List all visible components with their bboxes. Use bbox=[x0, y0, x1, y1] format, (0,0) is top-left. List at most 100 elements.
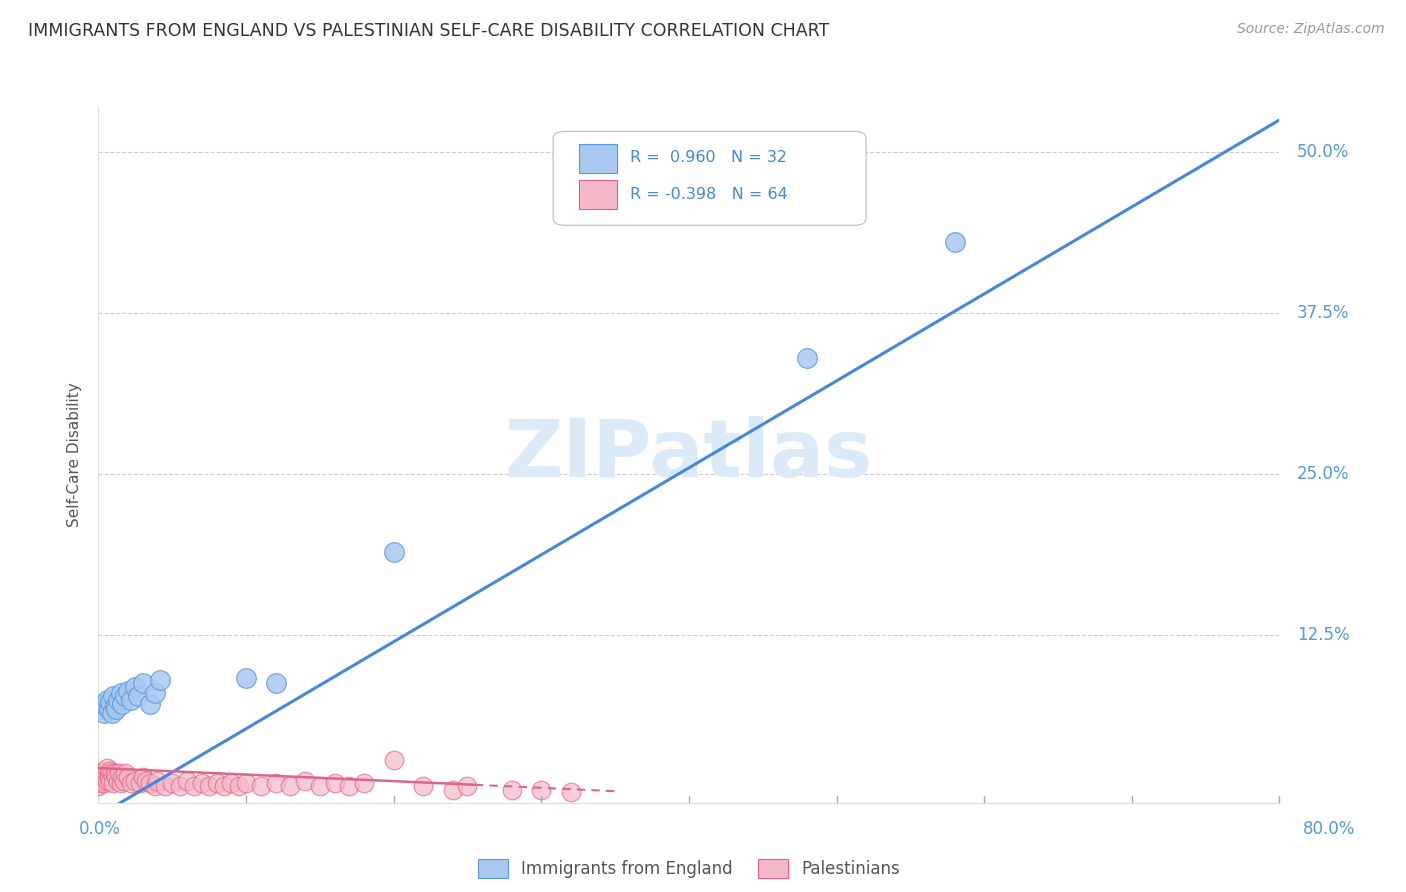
Point bbox=[124, 680, 146, 694]
Point bbox=[153, 779, 176, 793]
Point bbox=[96, 761, 118, 775]
FancyBboxPatch shape bbox=[579, 144, 617, 173]
Point bbox=[120, 692, 142, 706]
Point bbox=[353, 776, 375, 790]
Point bbox=[501, 783, 523, 797]
Point bbox=[412, 779, 434, 793]
Point bbox=[228, 779, 250, 793]
Point bbox=[191, 776, 214, 790]
Text: IMMIGRANTS FROM ENGLAND VS PALESTINIAN SELF-CARE DISABILITY CORRELATION CHART: IMMIGRANTS FROM ENGLAND VS PALESTINIAN S… bbox=[28, 22, 830, 40]
Point bbox=[132, 676, 155, 690]
Point bbox=[560, 785, 582, 799]
Point bbox=[139, 697, 162, 711]
Point bbox=[323, 776, 346, 790]
Point bbox=[93, 764, 115, 778]
Point bbox=[135, 773, 157, 788]
FancyBboxPatch shape bbox=[553, 131, 866, 226]
Point bbox=[110, 686, 132, 700]
Point bbox=[94, 766, 117, 780]
Text: 37.5%: 37.5% bbox=[1298, 304, 1350, 322]
Point bbox=[93, 776, 115, 790]
Point bbox=[107, 692, 129, 706]
Point bbox=[94, 770, 117, 784]
Point bbox=[530, 783, 553, 797]
Point bbox=[105, 770, 128, 784]
Point bbox=[110, 776, 132, 790]
Point bbox=[143, 686, 166, 700]
Point bbox=[104, 766, 127, 780]
Point bbox=[128, 776, 150, 790]
Point bbox=[235, 776, 257, 790]
Point bbox=[98, 773, 121, 788]
Point bbox=[96, 773, 118, 788]
Legend: Immigrants from England, Palestinians: Immigrants from England, Palestinians bbox=[471, 853, 907, 885]
Point bbox=[176, 773, 198, 788]
Point bbox=[112, 773, 135, 788]
Point bbox=[162, 776, 183, 790]
Point bbox=[294, 773, 316, 788]
Point bbox=[89, 773, 111, 788]
Point bbox=[120, 776, 142, 790]
Y-axis label: Self-Care Disability: Self-Care Disability bbox=[67, 383, 83, 527]
Point bbox=[90, 766, 112, 780]
Point bbox=[103, 776, 125, 790]
Point bbox=[212, 779, 235, 793]
Point bbox=[337, 779, 360, 793]
Point bbox=[107, 773, 129, 788]
Point bbox=[97, 766, 120, 780]
FancyBboxPatch shape bbox=[579, 180, 617, 210]
Text: R =  0.960   N = 32: R = 0.960 N = 32 bbox=[630, 151, 787, 165]
Point bbox=[114, 689, 136, 703]
Point bbox=[108, 766, 131, 780]
Point bbox=[127, 689, 149, 703]
Point bbox=[250, 779, 273, 793]
Point bbox=[124, 773, 146, 788]
Point bbox=[98, 695, 121, 709]
Point bbox=[90, 776, 112, 790]
Point bbox=[149, 673, 172, 688]
Point bbox=[100, 766, 122, 780]
Point bbox=[97, 702, 120, 716]
Point bbox=[98, 764, 121, 778]
Point bbox=[143, 779, 166, 793]
Point bbox=[94, 699, 117, 714]
Point bbox=[91, 697, 114, 711]
Point bbox=[90, 702, 112, 716]
Point bbox=[264, 676, 287, 690]
Point bbox=[97, 770, 120, 784]
Text: 12.5%: 12.5% bbox=[1298, 626, 1350, 644]
Point bbox=[796, 351, 818, 366]
Point bbox=[198, 779, 221, 793]
Point bbox=[278, 779, 302, 793]
Point bbox=[169, 779, 191, 793]
Point bbox=[382, 753, 405, 767]
Point bbox=[114, 766, 136, 780]
Point bbox=[91, 773, 114, 788]
Text: ZIPatlas: ZIPatlas bbox=[505, 416, 873, 494]
Text: 50.0%: 50.0% bbox=[1298, 143, 1350, 161]
Point bbox=[117, 770, 139, 784]
Point bbox=[91, 770, 114, 784]
Point bbox=[103, 770, 125, 784]
Text: 80.0%: 80.0% bbox=[1302, 820, 1355, 838]
Text: 0.0%: 0.0% bbox=[79, 820, 121, 838]
Point bbox=[219, 776, 242, 790]
Point bbox=[89, 770, 111, 784]
Point bbox=[100, 706, 122, 720]
Point bbox=[382, 544, 405, 558]
Point bbox=[103, 689, 125, 703]
Point bbox=[87, 779, 110, 793]
Point bbox=[96, 692, 118, 706]
Point bbox=[132, 770, 155, 784]
Point bbox=[183, 779, 205, 793]
Point bbox=[309, 779, 332, 793]
Point bbox=[139, 776, 162, 790]
Point bbox=[104, 699, 127, 714]
Point bbox=[456, 779, 478, 793]
Text: 25.0%: 25.0% bbox=[1298, 466, 1350, 483]
Point bbox=[441, 783, 464, 797]
Point bbox=[943, 235, 966, 250]
Point bbox=[235, 671, 257, 685]
Point bbox=[146, 773, 169, 788]
Text: R = -0.398   N = 64: R = -0.398 N = 64 bbox=[630, 186, 787, 202]
